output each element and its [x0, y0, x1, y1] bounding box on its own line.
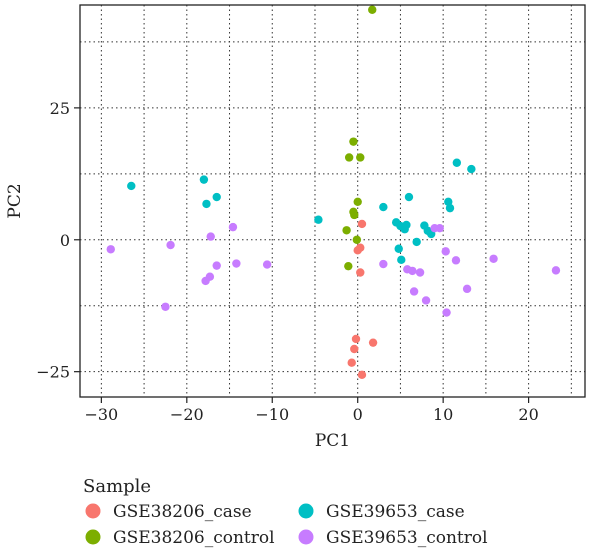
legend-label: GSE39653_case — [326, 502, 465, 522]
data-point — [368, 338, 378, 347]
data-point — [441, 247, 450, 256]
data-point — [344, 261, 353, 271]
data-point — [212, 261, 221, 270]
data-point — [232, 259, 241, 268]
data-point — [435, 223, 444, 233]
x-tick-label: 0 — [353, 405, 363, 424]
data-point — [415, 268, 425, 277]
x-tick-label: 10 — [433, 405, 453, 424]
data-point — [342, 226, 351, 235]
y-tick-label: −25 — [36, 363, 70, 382]
data-point — [228, 222, 238, 232]
legend: GSE38206_case GSE38206_control GSE39653_ca… — [85, 502, 488, 548]
legend-swatch — [85, 503, 101, 519]
data-point — [368, 5, 377, 14]
data-point — [404, 192, 414, 202]
data-point — [412, 237, 421, 247]
data-point — [409, 287, 419, 296]
plot-frame — [79, 4, 586, 398]
data-point — [379, 202, 388, 212]
x-tick-label: −10 — [255, 405, 289, 424]
x-tick-label: −30 — [84, 405, 118, 424]
data-point — [353, 246, 362, 255]
data-point — [202, 199, 211, 209]
y-axis-label: PC2 — [5, 183, 25, 218]
data-point — [444, 197, 453, 206]
data-point — [201, 276, 210, 286]
data-point — [206, 232, 215, 241]
data-point — [452, 158, 462, 167]
data-point — [356, 153, 365, 162]
y-tick-label: 0 — [60, 231, 70, 250]
legend-swatch — [298, 529, 314, 545]
legend-title: Sample — [83, 476, 151, 497]
data-point — [314, 215, 323, 224]
axis-ticks: −30 −20 −10 0 10 20 −25 0 25 — [36, 99, 539, 424]
legend-label: GSE38206_case — [113, 502, 252, 522]
data-point — [353, 197, 362, 206]
data-point — [350, 210, 359, 220]
x-tick-label: 20 — [518, 405, 538, 424]
data-point — [166, 240, 175, 250]
data-point — [199, 175, 209, 184]
data-points — [106, 5, 561, 380]
data-point — [445, 203, 455, 213]
data-point — [379, 259, 388, 269]
legend-swatch — [298, 503, 314, 519]
grid-lines — [80, 5, 585, 397]
x-axis-label: PC1 — [315, 431, 350, 451]
x-tick-label: −20 — [170, 405, 204, 424]
data-point — [357, 219, 367, 229]
data-point — [551, 266, 561, 275]
data-point — [127, 181, 136, 191]
data-point — [352, 235, 362, 244]
data-point — [356, 268, 365, 277]
data-point — [212, 192, 221, 202]
data-point — [344, 153, 354, 162]
data-point — [462, 284, 472, 294]
data-point — [351, 334, 361, 344]
data-point — [442, 308, 451, 317]
data-point — [161, 302, 170, 311]
data-point — [467, 164, 476, 174]
data-point — [397, 255, 406, 265]
legend-label: GSE38206_control — [113, 528, 275, 548]
data-point — [357, 370, 367, 380]
data-point — [350, 344, 359, 354]
data-point — [394, 244, 403, 253]
data-point — [349, 137, 358, 146]
legend-swatch — [85, 529, 101, 545]
y-tick-label: 25 — [50, 99, 70, 118]
data-point — [262, 260, 272, 269]
legend-label: GSE39653_control — [326, 528, 488, 548]
data-point — [347, 358, 356, 367]
data-point — [421, 296, 431, 305]
data-point — [402, 220, 411, 230]
data-point — [408, 266, 417, 276]
data-point — [106, 245, 115, 254]
data-point — [489, 254, 498, 263]
data-point — [451, 256, 461, 265]
